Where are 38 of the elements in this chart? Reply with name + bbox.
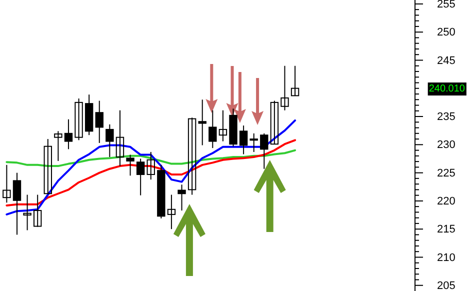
candlestick — [280, 65, 289, 111]
candlestick — [146, 151, 155, 180]
y-tick-label: 215 — [437, 224, 456, 236]
candlestick — [12, 172, 22, 236]
y-tick-label: 230 — [437, 139, 456, 152]
candlestick — [208, 110, 217, 149]
y-tick-label: 255 — [437, 0, 456, 10]
y-tick-label: 250 — [437, 26, 456, 39]
candlestick — [54, 130, 62, 162]
candlestick — [188, 117, 196, 196]
y-tick-label: 235 — [437, 111, 456, 124]
candlestick — [218, 110, 228, 142]
candlestick — [270, 100, 279, 145]
candlestick — [178, 184, 186, 212]
y-tick-label: 220 — [437, 195, 456, 208]
candlestick — [260, 132, 268, 170]
candlestick — [2, 164, 11, 204]
candlestick — [116, 110, 124, 167]
candlestick — [95, 100, 104, 144]
candlestick — [239, 125, 248, 155]
candlestick — [106, 124, 114, 158]
candlestick — [74, 98, 83, 141]
candlestick — [33, 194, 42, 228]
candlestick — [198, 99, 206, 146]
candlestick — [290, 65, 300, 96]
y-tick-label: 225 — [437, 167, 456, 180]
candlestick — [167, 194, 176, 230]
y-tick-label: 205 — [437, 280, 456, 291]
candlestick — [250, 132, 258, 152]
candlestick — [64, 118, 73, 150]
candlestick — [44, 138, 52, 194]
text: 240.010 — [428, 84, 466, 94]
candlestick — [126, 154, 134, 176]
candlestick — [23, 194, 32, 231]
line-series — [6, 139, 296, 206]
y-tick-label: 210 — [437, 252, 456, 264]
y-tick-label: 245 — [437, 54, 456, 67]
candlestick — [136, 158, 145, 196]
